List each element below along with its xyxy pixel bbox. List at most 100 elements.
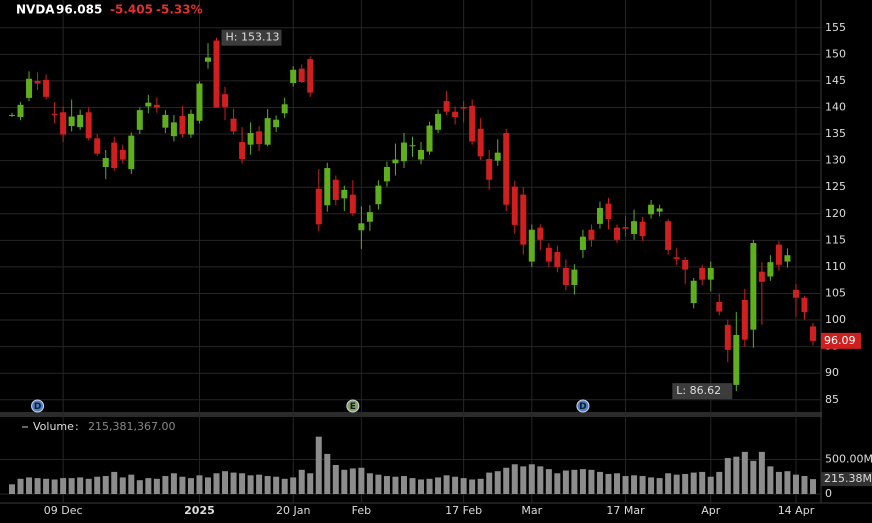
candle-body: [128, 135, 135, 170]
y-tick-label: 150: [825, 47, 846, 60]
volume-bar: [486, 472, 493, 494]
volume-bar: [43, 478, 50, 494]
candle-body: [9, 114, 15, 116]
volume-bar: [196, 475, 203, 494]
y-tick-label: 120: [825, 207, 846, 220]
candle-body: [162, 114, 169, 128]
x-tick-label: 20 Jan: [276, 504, 310, 517]
volume-bar: [622, 476, 629, 494]
volume-bar: [264, 476, 271, 494]
candle-body: [707, 267, 714, 280]
candle-body: [375, 185, 382, 205]
volume-bar: [145, 478, 152, 494]
volume-bar: [639, 476, 646, 494]
candle-body: [792, 289, 799, 298]
candle-body: [767, 262, 774, 277]
volume-bar: [426, 478, 433, 494]
candle-body: [94, 138, 101, 154]
y-tick-label: 115: [825, 233, 846, 246]
volume-bar: [469, 479, 476, 494]
y-tick-label: 105: [825, 286, 846, 299]
volume-bar: [315, 436, 322, 494]
volume-bar: [68, 478, 75, 494]
volume-bar: [579, 469, 586, 494]
candle-body: [273, 119, 280, 128]
symbol: NVDA: [16, 3, 55, 17]
last-price: 96.085: [56, 3, 102, 17]
volume-bar: [750, 460, 757, 494]
volume-bar: [792, 474, 799, 494]
volume-bar: [298, 469, 305, 494]
volume-tick-label: 500.00M: [825, 452, 872, 465]
volume-bar: [170, 473, 177, 494]
volume-bar: [400, 476, 407, 494]
candle-body: [68, 116, 75, 127]
volume-bar: [375, 474, 382, 494]
volume-bar: [187, 478, 194, 494]
candle-body: [196, 83, 203, 121]
volume-title: Volume: [33, 420, 74, 433]
volume-bar: [222, 471, 229, 494]
volume-bar: [690, 472, 697, 494]
volume-bar: [656, 478, 663, 494]
event-label: D: [34, 402, 41, 412]
candle-body: [349, 194, 356, 214]
volume-bar: [503, 467, 510, 494]
candle-body: [426, 125, 433, 152]
candle-body: [136, 110, 143, 130]
candle-body: [290, 69, 297, 84]
volume-bar: [554, 473, 561, 494]
y-tick-label: 140: [825, 100, 846, 113]
candle-body: [366, 212, 373, 222]
candle-body: [392, 159, 399, 164]
candle-body: [256, 131, 263, 145]
volume-bar: [758, 451, 765, 494]
event-label: E: [350, 402, 356, 412]
volume-bar: [162, 476, 169, 494]
volume-bar: [528, 464, 535, 494]
candle-body: [750, 242, 757, 330]
annotation-box: [221, 29, 282, 46]
volume-tick-label: 0: [825, 487, 832, 500]
candle-body: [477, 128, 484, 157]
candle-body: [758, 271, 765, 282]
candle-body: [332, 179, 339, 200]
volume-bar: [648, 477, 655, 494]
x-tick-label: 14 Apr: [778, 504, 815, 517]
change-pct: -5.33%: [156, 3, 203, 17]
x-tick-label: Mar: [521, 504, 542, 517]
candle-body: [571, 269, 578, 285]
volume-bar: [239, 473, 246, 494]
candle-body: [562, 267, 569, 285]
candle-body: [43, 79, 50, 97]
candle-body: [801, 297, 808, 313]
candle-body: [486, 159, 493, 180]
x-tick-label: 17 Feb: [445, 504, 482, 517]
candle-body: [494, 152, 501, 161]
volume-bar: [77, 477, 84, 494]
candle-body: [400, 142, 407, 162]
annotation-box: [672, 383, 733, 400]
volume-current: 215,381,367.00: [88, 420, 175, 433]
volume-bar: [596, 471, 603, 494]
annotation: H: 153.13: [226, 31, 280, 44]
volume-bar: [307, 473, 314, 494]
volume-bar: [290, 477, 297, 494]
candle-body: [26, 78, 33, 98]
candle-body: [614, 227, 621, 240]
candle-body: [537, 227, 544, 240]
volume-bar: [179, 476, 186, 494]
volume-bar: [707, 476, 714, 494]
candle-body: [656, 208, 663, 212]
candle-body: [579, 236, 586, 250]
pane-divider: [0, 412, 822, 417]
volume-bar: [699, 471, 706, 494]
volume-bar: [60, 478, 67, 494]
candle-body: [418, 149, 425, 160]
candle-body: [60, 112, 67, 135]
volume-bar: [392, 476, 399, 494]
candle-body: [596, 207, 603, 224]
volume-bar: [767, 466, 774, 494]
